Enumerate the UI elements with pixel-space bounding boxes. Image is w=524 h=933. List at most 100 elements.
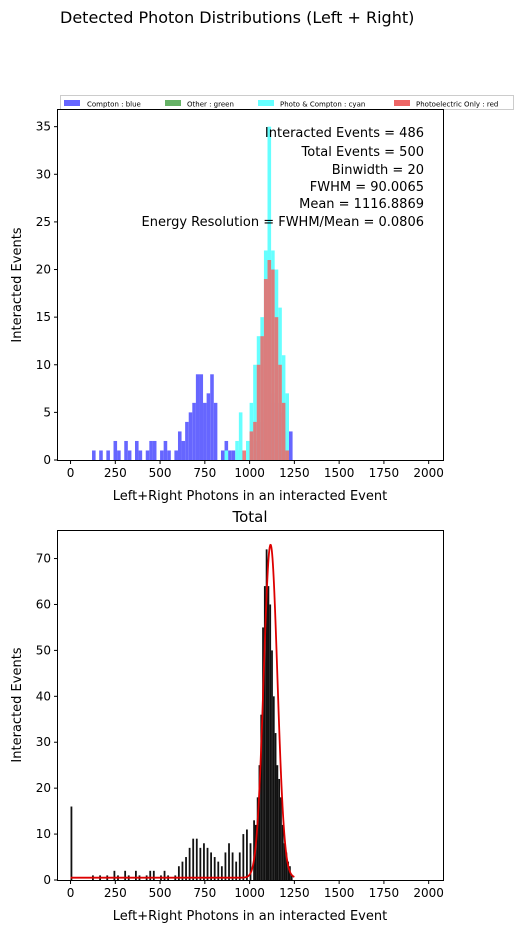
total-bar: [274, 733, 277, 880]
top-ytick-label: 20: [36, 263, 51, 277]
total-bar: [260, 714, 263, 880]
compton-bar: [213, 402, 218, 460]
top-xtick-label: 0: [67, 466, 75, 480]
top-xtick-label: 1500: [324, 466, 355, 480]
annotation-total: Total Events = 500: [301, 145, 424, 160]
compton-bar: [210, 374, 214, 460]
annotation-binwidth: Binwidth = 20: [332, 163, 424, 178]
total-bar: [265, 549, 268, 880]
photoelectric-bar: [278, 364, 282, 460]
total-bar: [213, 857, 216, 880]
bottom-ytick-label: 30: [36, 735, 51, 749]
legend-label-compton: Compton : blue: [87, 101, 141, 109]
total-bar: [192, 838, 195, 880]
annotation-fwhm: FWHM = 90.0065: [310, 180, 424, 195]
top-xtick-label: 1000: [234, 466, 265, 480]
total-bar: [267, 586, 270, 880]
top-ytick-label: 30: [36, 167, 51, 181]
photoelectric-bar: [256, 364, 261, 460]
total-bar: [224, 852, 227, 880]
photo-compton-bar: [238, 412, 243, 460]
compton-bar: [289, 431, 293, 460]
total-bar: [152, 870, 155, 880]
bottom-xtick-label: 1500: [324, 886, 355, 900]
top-xtick-label: 500: [149, 466, 172, 480]
top-xtick-label: 2000: [413, 466, 444, 480]
photoelectric-bar: [242, 450, 247, 460]
bottom-xtick-label: 1750: [369, 886, 400, 900]
bottom-xtick-label: 250: [104, 886, 127, 900]
total-bar: [135, 870, 137, 880]
photoelectric-bar: [281, 402, 286, 460]
total-bar: [281, 824, 284, 880]
total-bar: [280, 797, 282, 880]
legend-swatch-photo-compton: [258, 100, 274, 106]
photoelectric-bar: [253, 421, 257, 460]
legend-label-photoelectric: Photoelectric Only : red: [416, 101, 498, 109]
compton-bar: [113, 440, 118, 460]
compton-bar: [188, 412, 193, 460]
legend-swatch-compton: [64, 100, 80, 106]
compton-bar: [106, 450, 110, 460]
bottom-xtick-label: 500: [149, 886, 172, 900]
legend-label-photo-compton: Photo & Compton : cyan: [280, 101, 365, 109]
compton-bar: [181, 440, 186, 460]
total-bar: [249, 843, 252, 880]
bottom-xtick-label: 1250: [279, 886, 310, 900]
compton-bar: [174, 450, 178, 460]
top-xtick-label: 1750: [369, 466, 400, 480]
photo-compton-bar: [224, 450, 229, 460]
total-bar: [185, 857, 187, 880]
photoelectric-bar: [260, 336, 264, 460]
total-bar: [278, 778, 281, 880]
photoelectric-bar: [271, 269, 275, 460]
photo-compton-bar: [246, 440, 250, 460]
compton-bar: [203, 402, 207, 460]
compton-bar: [199, 374, 204, 460]
total-bar: [235, 861, 238, 880]
compton-bar: [220, 450, 225, 460]
bottom-x-axis: 0 250 500 750 1000 1250 1500 1750 2000: [67, 880, 444, 900]
total-bar: [290, 875, 293, 880]
plot-top: 0 250 500 750 1000 1250 1500 1750 2000 0 5 10 15 20 2…: [10, 109, 444, 504]
total-bar: [285, 852, 288, 880]
compton-bar: [138, 450, 143, 460]
total-bar: [258, 765, 261, 880]
total-bar: [163, 870, 166, 880]
total-bar: [206, 847, 209, 880]
top-ytick-label: 0: [43, 453, 51, 467]
total-bar: [262, 627, 264, 880]
photoelectric-bars: [242, 260, 289, 460]
gaussian-fit-line: [70, 543, 295, 879]
total-bar: [220, 866, 223, 880]
top-y-label: Interacted Events: [10, 227, 25, 342]
photo-compton-bar: [285, 393, 289, 460]
compton-bar: [228, 450, 232, 460]
bottom-ytick-label: 70: [36, 552, 51, 566]
compton-bar: [195, 374, 200, 460]
bottom-x-label: Left+Right Photons in an interacted Even…: [113, 909, 387, 924]
top-ytick-label: 5: [43, 405, 51, 419]
top-y-axis: 0 5 10 15 20 25 30 35: [36, 120, 58, 467]
bottom-xtick-label: 1000: [234, 886, 265, 900]
compton-bar: [145, 450, 150, 460]
top-ytick-label: 35: [36, 120, 51, 134]
compton-bar: [99, 450, 103, 460]
total-bar: [246, 829, 248, 880]
photoelectric-bar: [274, 317, 279, 460]
total-bar: [238, 852, 241, 880]
compton-bar: [163, 440, 168, 460]
total-bar: [272, 696, 275, 880]
total-bar: [242, 834, 245, 880]
annotation-mean: Mean = 1116.8869: [299, 197, 424, 212]
total-bar: [283, 843, 286, 880]
total-bar: [70, 806, 73, 880]
compton-bar: [192, 402, 196, 460]
photoelectric-bar: [267, 260, 272, 460]
top-ytick-label: 25: [36, 215, 51, 229]
total-bar: [203, 843, 205, 880]
compton-bar: [177, 431, 182, 460]
total-bar: [188, 847, 191, 880]
photoelectric-bar: [249, 431, 254, 460]
